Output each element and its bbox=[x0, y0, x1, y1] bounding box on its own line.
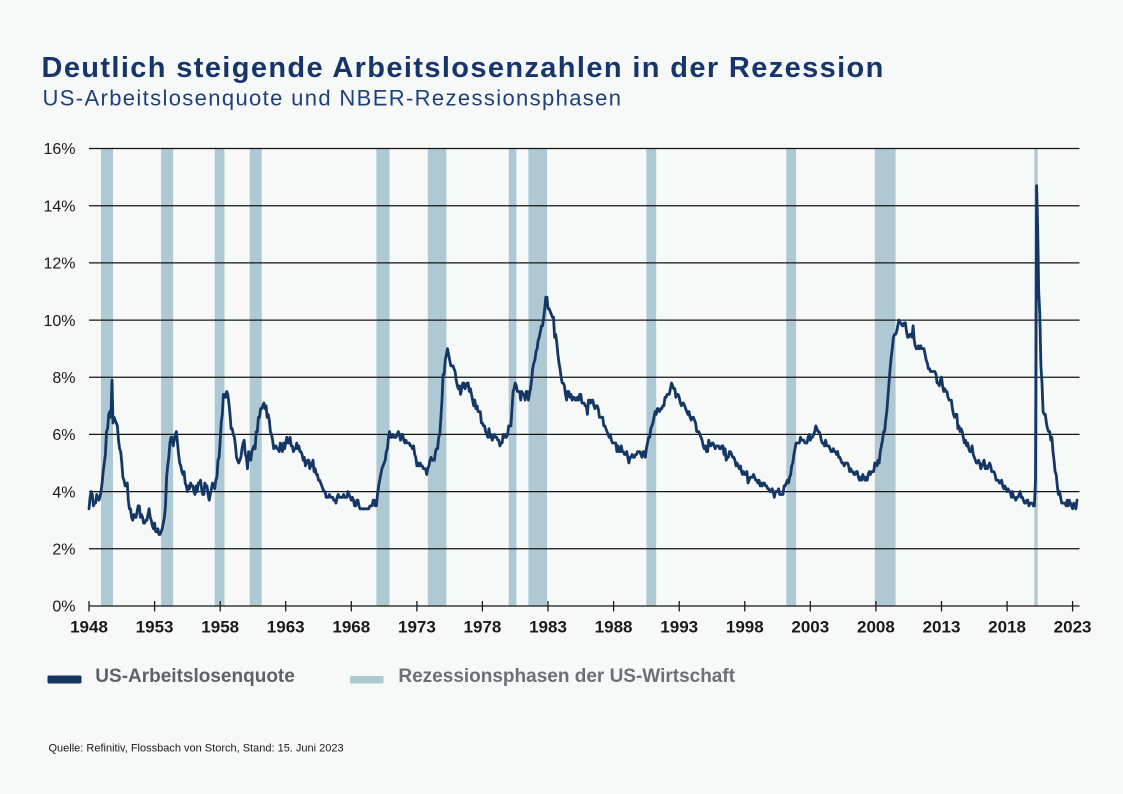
svg-text:10%: 10% bbox=[43, 313, 75, 330]
svg-text:2018: 2018 bbox=[988, 618, 1026, 637]
svg-text:US-Arbeitslosenquote und NBER-: US-Arbeitslosenquote und NBER-Rezessions… bbox=[43, 86, 623, 111]
svg-text:1958: 1958 bbox=[201, 618, 239, 637]
svg-text:1953: 1953 bbox=[136, 618, 174, 637]
svg-text:12%: 12% bbox=[43, 256, 75, 273]
svg-text:14%: 14% bbox=[43, 198, 75, 215]
svg-text:Quelle: Refinitiv, Flossbach v: Quelle: Refinitiv, Flossbach von Storch,… bbox=[49, 743, 344, 755]
svg-text:6%: 6% bbox=[52, 427, 75, 444]
svg-text:Deutlich steigende Arbeitslose: Deutlich steigende Arbeitslosenzahlen in… bbox=[42, 52, 885, 84]
svg-text:2023: 2023 bbox=[1054, 618, 1092, 637]
svg-text:1998: 1998 bbox=[726, 618, 764, 637]
svg-text:1973: 1973 bbox=[398, 618, 436, 637]
svg-text:16%: 16% bbox=[43, 141, 75, 158]
svg-text:2008: 2008 bbox=[857, 618, 895, 637]
svg-text:1993: 1993 bbox=[660, 618, 698, 637]
svg-text:2013: 2013 bbox=[923, 618, 961, 637]
svg-text:US-Arbeitslosenquote: US-Arbeitslosenquote bbox=[95, 666, 295, 687]
svg-text:2003: 2003 bbox=[791, 618, 829, 637]
svg-text:1983: 1983 bbox=[529, 618, 567, 637]
svg-text:1968: 1968 bbox=[332, 618, 370, 637]
svg-text:1963: 1963 bbox=[267, 618, 305, 637]
svg-text:8%: 8% bbox=[52, 370, 75, 387]
svg-text:4%: 4% bbox=[52, 484, 75, 501]
svg-text:1948: 1948 bbox=[70, 618, 108, 637]
svg-text:1988: 1988 bbox=[595, 618, 633, 637]
svg-text:2%: 2% bbox=[52, 542, 75, 559]
svg-text:Rezessionsphasen der US-Wirtsc: Rezessionsphasen der US-Wirtschaft bbox=[398, 666, 735, 687]
svg-text:1978: 1978 bbox=[463, 618, 501, 637]
svg-text:0%: 0% bbox=[52, 599, 75, 616]
